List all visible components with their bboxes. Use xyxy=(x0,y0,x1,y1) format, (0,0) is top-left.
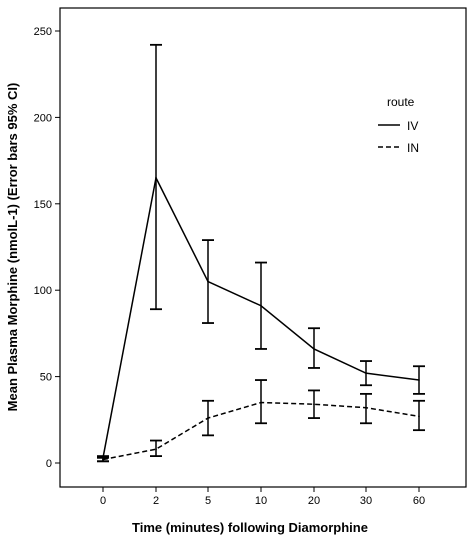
error-bar xyxy=(413,399,425,432)
plot-border xyxy=(59,7,467,488)
x-tick-label: 20 xyxy=(308,495,320,507)
series-iv xyxy=(97,43,425,463)
error-bar xyxy=(202,239,214,324)
error-bar xyxy=(255,379,267,425)
error-bar xyxy=(308,327,320,369)
error-bar xyxy=(360,360,372,387)
x-tick-label: 60 xyxy=(413,495,425,507)
y-tick-label: 100 xyxy=(34,285,52,297)
data-point xyxy=(418,379,420,381)
data-point xyxy=(102,458,104,461)
data-point xyxy=(418,415,420,418)
data-point xyxy=(207,417,209,419)
series-layer xyxy=(97,43,425,463)
y-tick-label: 150 xyxy=(34,199,52,211)
error-bar xyxy=(97,456,109,463)
data-point xyxy=(313,348,315,350)
error-bar xyxy=(150,43,162,311)
legend: route IV IN xyxy=(378,95,419,155)
error-bar xyxy=(413,365,425,395)
error-bar xyxy=(308,389,320,419)
data-point xyxy=(313,403,315,406)
y-axis-title: Mean Plasma Morphine (nmolL-1) (Error ba… xyxy=(5,83,20,412)
x-axis-title: Time (minutes) following Diamorphine xyxy=(132,520,368,535)
data-point xyxy=(155,448,157,450)
error-bar xyxy=(255,261,267,350)
legend-label-iv: IV xyxy=(407,119,418,133)
x-tick-label: 30 xyxy=(360,495,372,507)
x-tick-label: 5 xyxy=(205,495,211,507)
legend-title: route xyxy=(387,95,415,109)
error-bar xyxy=(202,399,214,437)
x-axis-ticks: 0 2 5 10 20 30 60 xyxy=(100,487,425,507)
x-tick-label: 10 xyxy=(255,495,267,507)
y-tick-label: 200 xyxy=(34,112,52,124)
x-tick-label: 0 xyxy=(100,495,106,507)
data-point xyxy=(365,406,367,409)
data-point xyxy=(207,280,209,283)
y-axis-ticks: 0 50 100 150 200 250 xyxy=(34,26,60,470)
data-point xyxy=(155,177,157,179)
legend-label-in: IN xyxy=(407,141,419,155)
error-bar xyxy=(360,392,372,425)
y-tick-label: 250 xyxy=(34,26,52,38)
plot-frame xyxy=(59,7,467,488)
data-point xyxy=(260,401,262,404)
y-tick-label: 0 xyxy=(46,458,52,470)
data-point xyxy=(365,372,367,374)
series-in xyxy=(97,379,425,463)
error-bar xyxy=(150,439,162,457)
y-tick-label: 50 xyxy=(40,372,52,384)
data-point xyxy=(260,304,262,307)
x-tick-label: 2 xyxy=(153,495,159,507)
